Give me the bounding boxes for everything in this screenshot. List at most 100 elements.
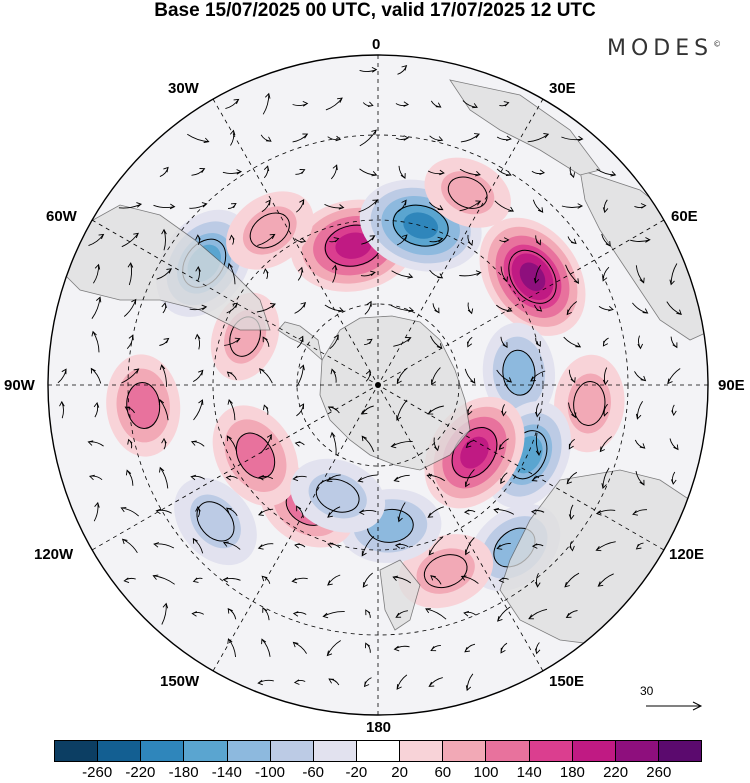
wind-arrow bbox=[467, 405, 473, 416]
wind-arrow bbox=[330, 164, 338, 180]
wind-arrow bbox=[187, 133, 210, 143]
wind-arrow bbox=[637, 335, 644, 350]
wind-arrow bbox=[426, 473, 446, 482]
wind-arrow bbox=[91, 330, 100, 353]
wind-arrow bbox=[527, 133, 550, 143]
wind-arrow bbox=[226, 507, 238, 517]
anomaly-contour bbox=[236, 433, 275, 479]
wind-arrow bbox=[498, 577, 509, 583]
wind-arrow bbox=[497, 606, 511, 622]
wind-arrow bbox=[459, 168, 481, 177]
wind-arrow bbox=[464, 368, 476, 384]
wind-arrow bbox=[326, 474, 341, 482]
lon-label-0: 0 bbox=[372, 36, 381, 53]
wind-arrow bbox=[460, 133, 480, 143]
wind-arrow bbox=[530, 509, 545, 515]
wind-arrow bbox=[121, 232, 139, 248]
colorbar-swatch bbox=[313, 741, 357, 761]
wind-arrow bbox=[159, 466, 169, 489]
wind-arrow bbox=[226, 435, 238, 452]
wind-arrow bbox=[500, 336, 508, 349]
wind-arrow bbox=[528, 608, 548, 620]
wind-arrow bbox=[329, 237, 340, 243]
wind-arrow bbox=[361, 435, 375, 452]
wind-arrow bbox=[93, 401, 100, 418]
wind-arrow bbox=[324, 304, 344, 313]
wind-arrow bbox=[190, 474, 206, 481]
wind-arrow bbox=[361, 235, 376, 245]
colorbar-tick-label: -220 bbox=[125, 764, 156, 781]
wind-arrow bbox=[362, 101, 374, 107]
wind-arrow bbox=[530, 370, 546, 382]
wind-arrow bbox=[329, 334, 339, 350]
wind-arrow bbox=[565, 610, 578, 618]
wind-arrow bbox=[493, 507, 515, 515]
brand-text: MODES bbox=[607, 36, 714, 61]
anomaly-field bbox=[106, 157, 625, 609]
wind-arrow bbox=[257, 233, 276, 247]
colorbar-swatch bbox=[615, 741, 659, 761]
wind-arrow bbox=[256, 303, 276, 313]
wind-arrow bbox=[598, 305, 614, 312]
anomaly-contour bbox=[242, 206, 297, 255]
wind-arrow bbox=[227, 399, 236, 421]
colorbar-tick-label: 260 bbox=[646, 764, 672, 781]
wind-arrow bbox=[566, 301, 578, 316]
wind-arrow bbox=[602, 266, 610, 282]
brand-mark: © bbox=[713, 39, 722, 49]
wind-arrow bbox=[153, 203, 176, 210]
wind-arrow bbox=[296, 505, 304, 518]
wind-arrow bbox=[398, 165, 406, 179]
wind-arrow bbox=[533, 264, 541, 284]
colorbar-swatch bbox=[55, 741, 99, 761]
wind-arrow bbox=[190, 440, 205, 447]
wind-arrow bbox=[161, 228, 167, 251]
wind-arrow bbox=[535, 235, 541, 246]
wind-arrow bbox=[499, 101, 510, 107]
wind-arrow bbox=[364, 338, 373, 346]
wind-arrow bbox=[327, 574, 341, 586]
wind-arrow bbox=[87, 440, 104, 447]
wind-arrow bbox=[564, 572, 580, 588]
wind-arrow bbox=[568, 504, 575, 521]
wind-arrow bbox=[635, 400, 643, 420]
wind-arrow bbox=[93, 501, 100, 522]
wind-arrow bbox=[127, 438, 133, 449]
wind-arrow bbox=[360, 270, 376, 277]
wind-arrow bbox=[361, 535, 375, 557]
wind-arrow bbox=[161, 602, 169, 625]
wind-arrow bbox=[566, 471, 578, 485]
wind-arrow bbox=[191, 611, 204, 617]
wind-arrow bbox=[228, 203, 237, 209]
wind-arrow bbox=[358, 199, 379, 213]
wind-arrow bbox=[496, 369, 513, 383]
colorbar-swatch bbox=[443, 741, 487, 761]
colorbar-tick-label: 60 bbox=[434, 764, 452, 781]
wind-arrow bbox=[120, 507, 140, 517]
wind-arrow bbox=[531, 169, 546, 176]
wind-arrow bbox=[535, 337, 541, 347]
colorbar-tick-label: 180 bbox=[559, 764, 585, 781]
wind-arrow bbox=[465, 440, 474, 449]
wind-arrow bbox=[635, 471, 645, 486]
wind-arrow bbox=[222, 576, 241, 583]
wind-arrow bbox=[296, 198, 305, 213]
wind-arrow bbox=[392, 575, 412, 584]
wind-arrow bbox=[463, 509, 476, 515]
wind-arrow bbox=[602, 337, 609, 347]
wind-arrow bbox=[460, 575, 479, 584]
colorbar-swatch bbox=[184, 741, 228, 761]
wind-arrow bbox=[632, 302, 649, 314]
wind-arrow bbox=[670, 471, 677, 485]
wind-arrow bbox=[393, 474, 410, 482]
wind-arrow bbox=[563, 336, 582, 348]
wind-arrow bbox=[430, 644, 441, 652]
lon-label-60w: 60W bbox=[46, 208, 77, 225]
lon-label-120w: 120W bbox=[34, 546, 74, 563]
wind-arrow bbox=[57, 368, 67, 384]
wind-arrow bbox=[127, 262, 134, 286]
continent-outline bbox=[59, 79, 708, 646]
wind-arrow bbox=[596, 168, 617, 177]
wind-arrow bbox=[595, 509, 616, 516]
